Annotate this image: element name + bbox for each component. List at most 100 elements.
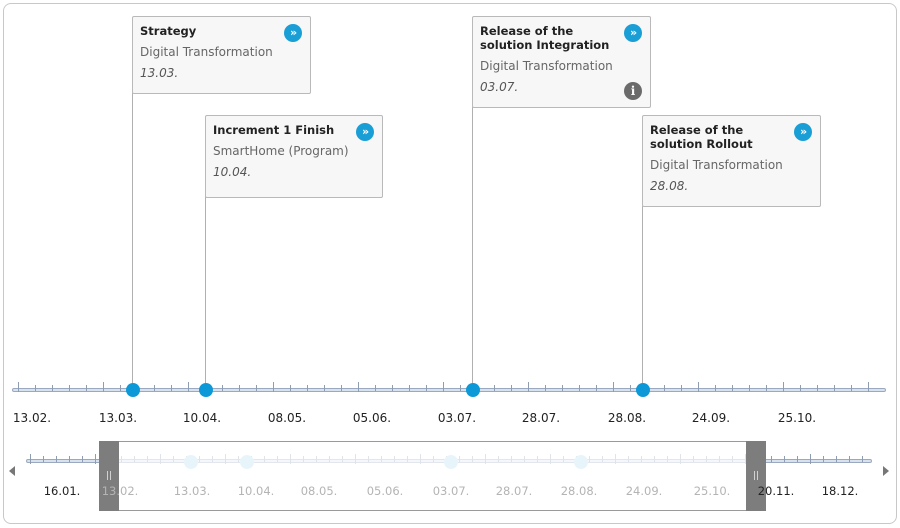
axis-tick: [800, 385, 801, 391]
axis-tick: [35, 385, 36, 391]
milestone-marker[interactable]: [636, 383, 650, 397]
axis-tick: [528, 382, 529, 392]
axis-label: 28.07.: [521, 411, 561, 425]
milestone-subtitle: Digital Transformation: [140, 45, 273, 59]
scroll-left-arrow-icon[interactable]: [9, 466, 15, 476]
axis-label: 05.06.: [352, 411, 392, 425]
double-chevron-right-icon[interactable]: »: [284, 24, 302, 42]
milestone-title: Strategy: [140, 24, 197, 38]
double-chevron-right-icon[interactable]: »: [624, 24, 642, 42]
axis-tick: [443, 382, 444, 392]
milestone-card-release-integration[interactable]: Release of the solution Integration Digi…: [472, 16, 651, 108]
navigator-selection-window[interactable]: [118, 441, 746, 511]
axis-tick: [766, 385, 767, 391]
milestone-title: Increment 1 Finish: [213, 123, 335, 137]
navigator-label: 13.03.: [173, 484, 211, 498]
axis-label: 28.08.: [607, 411, 647, 425]
milestone-date: 03.07.: [480, 80, 519, 94]
info-icon[interactable]: i: [624, 82, 642, 100]
axis-tick: [426, 385, 427, 391]
axis-tick: [562, 385, 563, 391]
navigator-label: 28.07.: [495, 484, 533, 498]
milestone-date: 10.04.: [213, 165, 252, 179]
axis-tick: [290, 385, 291, 391]
milestone-stem: [472, 107, 473, 384]
navigator-label: 28.08.: [560, 484, 598, 498]
axis-tick: [460, 385, 461, 391]
milestone-stem: [132, 93, 133, 384]
milestone-card-strategy[interactable]: Strategy Digital Transformation 13.03. »: [132, 16, 311, 94]
navigator-tick: [69, 456, 70, 462]
axis-label: 25.10.: [777, 411, 817, 425]
milestone-date: 28.08.: [650, 179, 689, 193]
axis-tick: [817, 385, 818, 391]
axis-tick: [732, 385, 733, 391]
navigator-tick: [43, 456, 44, 462]
navigator-tick: [836, 456, 837, 462]
timeline-axis: [12, 388, 886, 392]
navigator-tick: [95, 454, 96, 464]
milestone-marker[interactable]: [126, 383, 140, 397]
axis-tick: [545, 385, 546, 391]
navigator-label: 25.10.: [693, 484, 731, 498]
axis-tick: [188, 382, 189, 392]
milestone-title: Release of the solution Integration: [480, 24, 610, 52]
milestone-date: 13.03.: [140, 66, 179, 80]
axis-tick: [256, 385, 257, 391]
milestone-marker[interactable]: [466, 383, 480, 397]
milestone-card-increment-1-finish[interactable]: Increment 1 Finish SmartHome (Program) 1…: [205, 115, 383, 198]
navigator-tick: [771, 456, 772, 462]
axis-tick: [783, 382, 784, 392]
navigator-right-handle[interactable]: ||: [746, 441, 766, 511]
axis-tick: [69, 385, 70, 391]
axis-label: 10.04.: [182, 411, 222, 425]
scroll-right-arrow-icon[interactable]: [883, 466, 889, 476]
double-chevron-right-icon[interactable]: »: [794, 123, 812, 141]
axis-tick: [86, 385, 87, 391]
milestone-card-release-rollout[interactable]: Release of the solution Rollout Digital …: [642, 115, 821, 207]
axis-tick: [52, 385, 53, 391]
axis-tick: [596, 385, 597, 391]
axis-tick: [358, 382, 359, 392]
milestone-subtitle: Digital Transformation: [480, 59, 613, 73]
navigator-tick: [56, 456, 57, 462]
axis-tick: [324, 385, 325, 391]
navigator-tick: [784, 456, 785, 462]
axis-tick: [392, 385, 393, 391]
axis-tick: [154, 385, 155, 391]
navigator-tick: [823, 456, 824, 462]
axis-tick: [579, 385, 580, 391]
double-chevron-right-icon[interactable]: »: [356, 123, 374, 141]
axis-label: 13.02.: [12, 411, 52, 425]
navigator-tick: [810, 454, 811, 464]
axis-tick: [749, 385, 750, 391]
navigator-label: 20.11.: [757, 484, 795, 498]
navigator-label: 05.06.: [366, 484, 404, 498]
navigator-label: 10.04.: [237, 484, 275, 498]
axis-tick: [120, 385, 121, 391]
axis-tick: [341, 385, 342, 391]
axis-tick: [307, 385, 308, 391]
axis-tick: [834, 385, 835, 391]
axis-tick: [613, 382, 614, 392]
navigator-label: 24.09.: [625, 484, 663, 498]
milestone-stem: [205, 196, 206, 384]
axis-tick: [239, 385, 240, 391]
navigator-tick: [30, 454, 31, 464]
axis-label: 08.05.: [267, 411, 307, 425]
axis-tick: [630, 385, 631, 391]
milestone-title: Release of the solution Rollout: [650, 123, 753, 151]
milestone-marker[interactable]: [199, 383, 213, 397]
milestone-stem: [642, 206, 643, 384]
axis-label: 13.03.: [98, 411, 138, 425]
axis-tick: [868, 382, 869, 392]
axis-tick: [273, 382, 274, 392]
axis-tick: [851, 385, 852, 391]
axis-tick: [375, 385, 376, 391]
navigator-label: 16.01.: [43, 484, 81, 498]
axis-tick: [715, 385, 716, 391]
axis-tick: [222, 385, 223, 391]
navigator-label: 08.05.: [300, 484, 338, 498]
navigator-left-handle[interactable]: ||: [99, 441, 119, 511]
axis-tick: [664, 385, 665, 391]
